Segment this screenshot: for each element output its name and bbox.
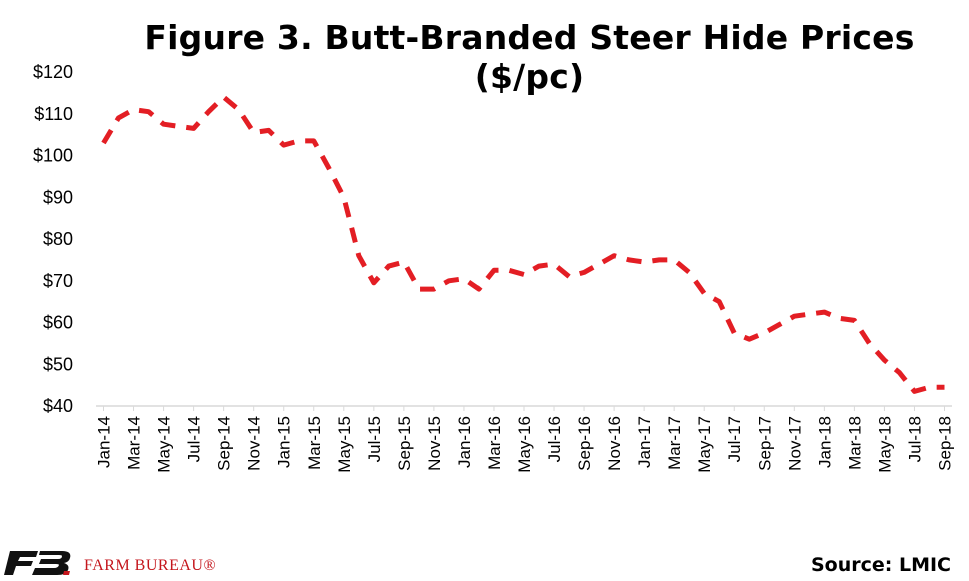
x-tick-label: Sep-14 [215,416,234,471]
x-tick-label: May-17 [695,416,714,473]
x-tick-label: Sep-17 [755,416,774,471]
y-tick-label: $50 [43,354,73,374]
x-tick-label: Sep-16 [575,416,594,471]
x-tick-label: Mar-17 [665,416,684,470]
y-tick-label: $110 [34,104,73,124]
y-tick-label: $80 [43,229,73,249]
x-tick-label: Jan-16 [455,416,474,468]
x-tick-label: May-15 [335,416,354,473]
x-tick-label: Nov-15 [425,416,444,471]
x-tick-label: Jul-17 [725,416,744,462]
x-tick-label: Jan-18 [815,416,834,468]
x-tick-label: Nov-17 [785,416,804,471]
x-tick-label: Jul-14 [185,416,204,462]
x-tick-label: Jul-18 [905,416,924,462]
x-tick-label: Jan-14 [95,416,114,468]
y-tick-label: $120 [33,62,73,82]
x-tick-label: Mar-16 [485,416,504,470]
farm-bureau-logo-icon [4,551,71,575]
series-layer [101,94,945,394]
x-tick-label: Nov-16 [605,416,624,471]
y-tick-label: $70 [43,271,73,291]
series-line [101,94,945,394]
x-tick-label: May-18 [875,416,894,473]
x-tick-label: Jan-15 [275,416,294,468]
y-tick-label: $100 [33,146,73,166]
source-note: Source: LMIC [810,554,951,576]
x-tick-label: Mar-15 [305,416,324,470]
x-tick-label: Mar-18 [845,416,864,470]
farm-bureau-logo: FARM BUREAU® [4,548,216,578]
y-tick-label: $90 [43,187,73,207]
x-tick-label: Mar-14 [125,416,144,470]
x-tick-label: Jul-16 [545,416,564,462]
x-tick-label: Jan-17 [635,416,654,468]
farm-bureau-wordmark: FARM BUREAU® [84,557,217,574]
x-tick-label: Sep-15 [395,416,414,471]
chart-title: Figure 3. Butt-Branded Steer Hide Prices… [144,18,915,96]
x-tick-label: May-14 [155,416,174,473]
x-tick-label: Nov-14 [245,416,264,471]
x-tick-label: Sep-18 [935,416,954,471]
x-axis-ticks: Jan-14 Mar-14 May-14 Jul-14 Sep-14 Nov-14 Jan-… [95,406,954,473]
y-axis-ticks: $40 $50 $60 $70 $80 $90 $100 $110 $120 [33,62,73,416]
x-tick-label: Jul-15 [365,416,384,462]
x-tick-label: May-16 [515,416,534,473]
y-tick-label: $60 [43,313,73,333]
y-tick-label: $40 [43,396,73,416]
